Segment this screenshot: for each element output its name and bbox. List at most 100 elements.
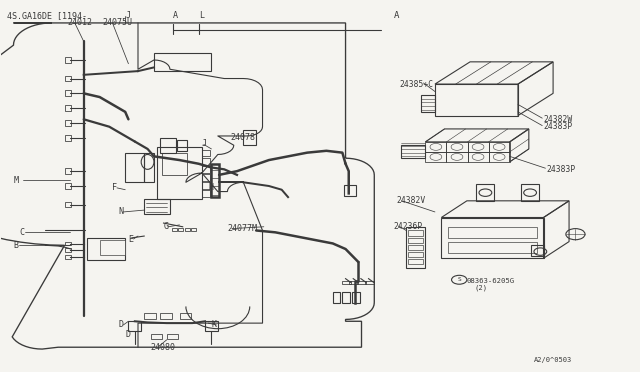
Text: C: C	[20, 228, 25, 237]
Text: 24075U: 24075U	[103, 19, 133, 28]
Bar	[129, 321, 141, 331]
Bar	[365, 280, 374, 284]
Bar	[172, 228, 177, 231]
Bar	[202, 174, 209, 181]
Polygon shape	[0, 23, 374, 349]
Bar	[408, 251, 424, 257]
Text: 24236P: 24236P	[394, 222, 422, 231]
Bar	[448, 241, 537, 253]
Bar	[167, 334, 178, 339]
Text: 08363-6205G: 08363-6205G	[467, 278, 515, 283]
Bar	[342, 292, 350, 303]
Bar	[145, 199, 170, 214]
Bar	[65, 202, 71, 208]
Bar	[65, 248, 71, 252]
Text: (2): (2)	[474, 285, 488, 291]
Bar	[342, 280, 351, 284]
Bar	[154, 52, 211, 71]
Bar	[448, 227, 537, 238]
Bar	[488, 152, 509, 162]
Bar	[435, 84, 518, 116]
Bar	[177, 140, 186, 151]
Bar	[408, 231, 424, 235]
Bar	[352, 292, 360, 303]
Bar	[202, 182, 209, 189]
Text: S: S	[458, 277, 461, 282]
Bar	[184, 228, 189, 231]
Text: 4S.GA16DE [1194-: 4S.GA16DE [1194-	[7, 11, 87, 20]
Bar	[65, 120, 71, 126]
Text: 24080: 24080	[151, 343, 176, 352]
Text: M: M	[13, 176, 19, 185]
Text: J: J	[202, 139, 207, 148]
Bar	[531, 245, 543, 256]
Bar	[408, 244, 424, 250]
Text: F: F	[113, 183, 118, 192]
Text: J: J	[125, 11, 130, 20]
Bar	[65, 57, 71, 63]
Bar	[87, 238, 125, 260]
Bar	[349, 280, 358, 284]
Text: 24382W: 24382W	[543, 115, 573, 124]
Text: 24078: 24078	[230, 133, 255, 142]
Bar	[145, 153, 154, 182]
Text: D: D	[119, 321, 124, 330]
Bar	[65, 90, 71, 96]
Bar	[157, 147, 202, 199]
Text: 24012: 24012	[68, 19, 93, 28]
Text: A: A	[173, 11, 178, 20]
Bar	[161, 314, 172, 319]
Bar	[467, 152, 488, 162]
Bar	[65, 168, 71, 174]
Bar	[406, 227, 426, 267]
Bar	[344, 185, 356, 196]
Bar	[488, 142, 509, 152]
Bar	[421, 95, 435, 112]
Bar	[521, 184, 539, 201]
Bar	[65, 241, 71, 245]
Bar	[162, 153, 187, 175]
Bar	[401, 145, 426, 158]
Text: B: B	[13, 241, 19, 250]
Text: D: D	[125, 330, 130, 339]
Bar	[125, 153, 145, 182]
Bar	[179, 314, 191, 319]
Bar	[65, 105, 71, 111]
Text: 24383P: 24383P	[547, 165, 576, 174]
Bar	[202, 150, 209, 156]
Bar	[202, 166, 209, 173]
Bar	[100, 240, 125, 254]
Bar	[65, 135, 71, 141]
Bar	[447, 142, 467, 152]
Bar	[408, 237, 424, 243]
Bar	[161, 138, 176, 153]
Bar	[202, 190, 209, 197]
Text: H: H	[208, 183, 213, 192]
Bar	[178, 228, 183, 231]
Bar	[65, 255, 71, 259]
Text: L: L	[198, 11, 204, 20]
Text: G: G	[164, 222, 168, 231]
Bar	[202, 158, 209, 164]
Bar	[65, 76, 71, 81]
Text: K: K	[211, 321, 216, 330]
Bar	[333, 292, 340, 303]
Bar	[467, 142, 488, 152]
Bar	[476, 184, 494, 201]
Text: 24383P: 24383P	[543, 122, 573, 131]
Bar	[145, 314, 156, 319]
Bar	[65, 183, 71, 189]
Bar	[191, 228, 196, 231]
Bar	[151, 334, 163, 339]
Bar	[357, 280, 366, 284]
Bar	[426, 152, 447, 162]
Text: 24382V: 24382V	[397, 196, 426, 205]
Text: A2/0^0503: A2/0^0503	[534, 357, 572, 363]
Bar	[243, 131, 256, 145]
Bar	[442, 218, 543, 258]
Bar	[211, 164, 219, 197]
Bar	[205, 321, 218, 331]
Bar	[447, 152, 467, 162]
Text: E: E	[129, 235, 133, 244]
Text: N: N	[119, 208, 124, 217]
